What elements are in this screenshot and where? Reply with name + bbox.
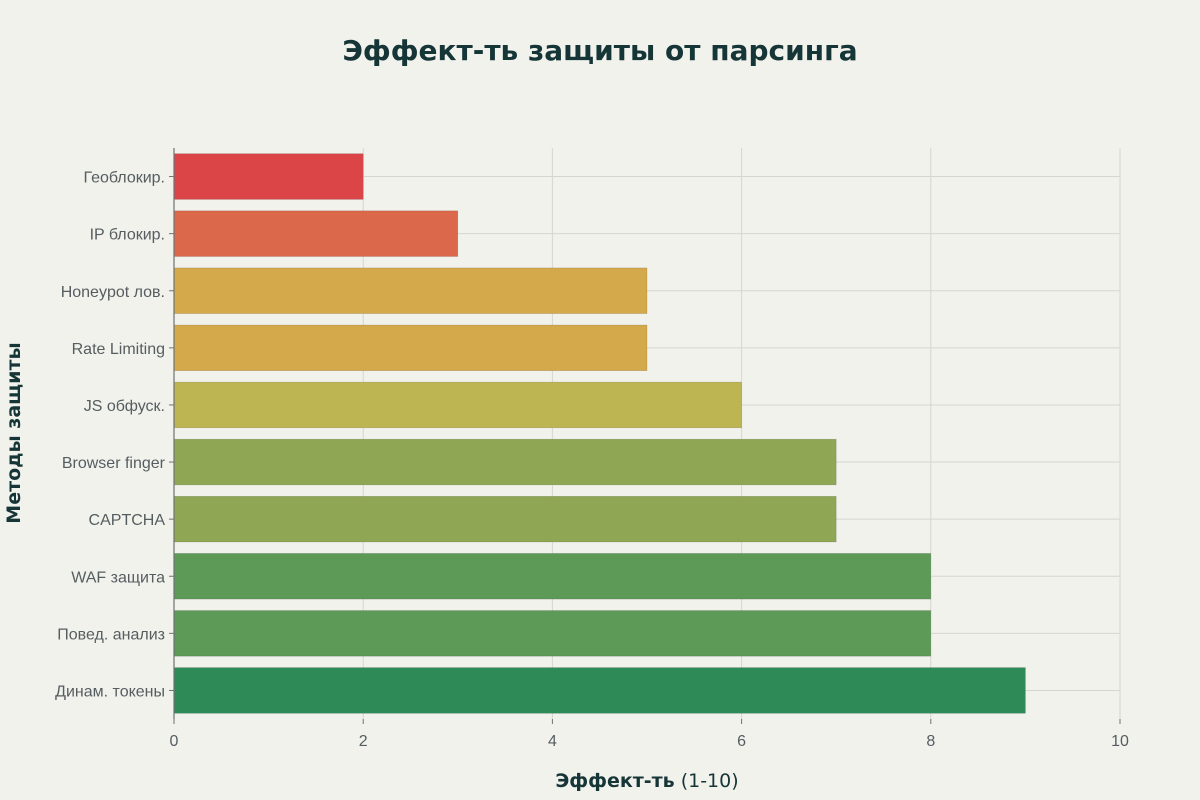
x-axis-title-text: Эффект-ть: [555, 770, 674, 792]
x-axis-title-unit: (1-10): [681, 770, 739, 792]
bars: [173, 153, 1026, 714]
bar: [173, 153, 364, 200]
y-tick-label: JS обфуск.: [84, 398, 165, 415]
y-tick-label: Динам. токены: [55, 683, 165, 700]
y-axis-title: Методы защиты: [3, 342, 25, 523]
x-tick-label: 4: [548, 733, 557, 750]
y-tick-labels: Геоблокир. IP блокир. Honeypot лов. Rate Li…: [55, 170, 166, 701]
y-tick-label: IP блокир.: [90, 227, 165, 244]
bar: [173, 553, 932, 600]
bar: [173, 610, 932, 657]
y-tick-label: Геоблокир.: [83, 170, 165, 187]
y-tick-label: Повед. анализ: [57, 626, 165, 643]
chart-title: Эффект-ть защиты от парсинга: [342, 34, 857, 67]
x-tick-label: 6: [737, 733, 746, 750]
y-tick-label: Rate Limiting: [72, 341, 165, 358]
x-tick-label: 2: [359, 733, 368, 750]
y-tick-label: CAPTCHA: [89, 512, 166, 529]
bar: [173, 381, 742, 429]
x-tick-label: 0: [170, 733, 179, 750]
bar: [173, 667, 1026, 714]
y-tick-label: Browser finger: [62, 455, 166, 472]
bar: [173, 324, 648, 371]
bar: [173, 267, 648, 314]
y-tick-label: Honeypot лов.: [61, 284, 165, 301]
bar: [173, 210, 459, 257]
bar: [173, 496, 837, 543]
x-tick-labels: 0 2 4 6 8 10: [170, 733, 1129, 750]
x-tick-label: 10: [1111, 733, 1129, 750]
x-tick-label: 8: [926, 733, 935, 750]
x-axis-title: Эффект-ть (1-10): [555, 770, 738, 792]
bar: [173, 438, 837, 486]
y-tick-label: WAF защита: [71, 569, 165, 586]
